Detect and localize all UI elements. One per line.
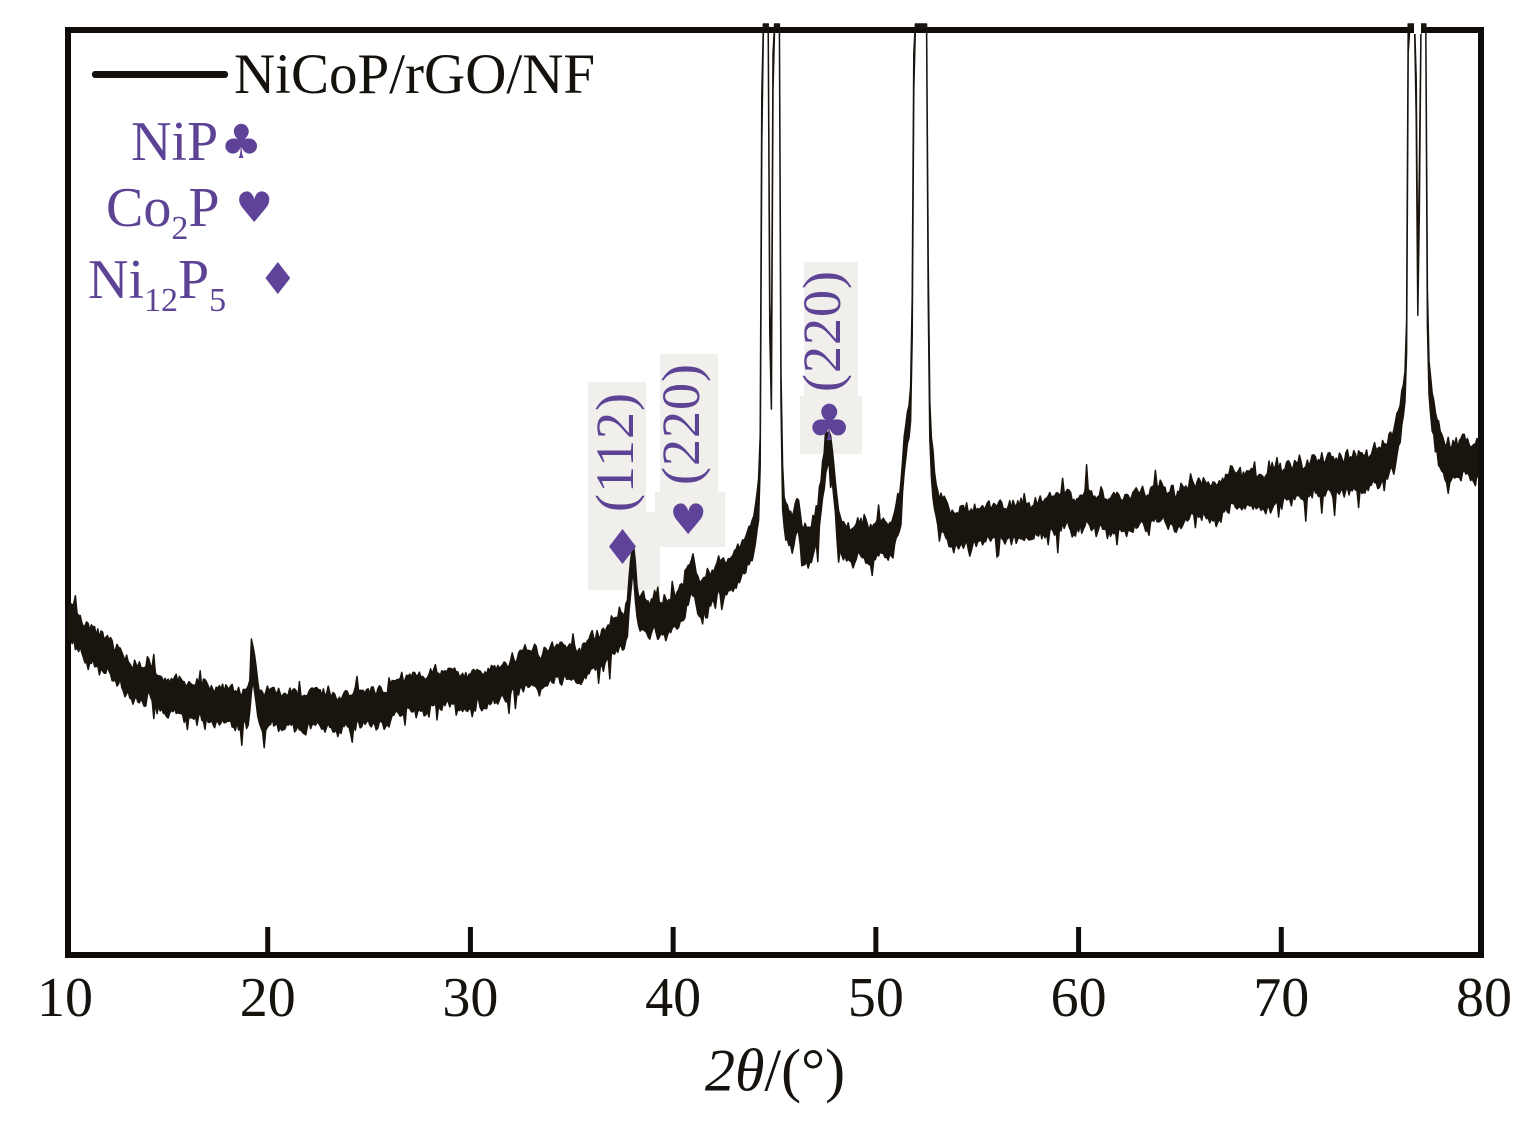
artifact-box bbox=[588, 512, 660, 590]
x-tick-label: 30 bbox=[442, 967, 499, 1029]
x-tick-label: 60 bbox=[1050, 967, 1107, 1029]
diamond-icon: ♦ bbox=[258, 254, 298, 305]
artifact-box bbox=[804, 262, 858, 402]
peak-hkl-label-nip: (220) bbox=[792, 270, 853, 392]
legend-phase-co2p: Co2P ♥ bbox=[106, 177, 274, 247]
club-icon: ♣ bbox=[806, 394, 852, 452]
x-tick-label: 70 bbox=[1253, 967, 1310, 1029]
artifact-box bbox=[588, 382, 646, 522]
phase-nip-label: NiP bbox=[131, 111, 219, 173]
artifact-box bbox=[660, 354, 718, 496]
x-tick-label: 50 bbox=[847, 967, 904, 1029]
legend-phase-ni12p5: Ni12P5 ♦ bbox=[88, 249, 298, 319]
legend-line-sample bbox=[92, 70, 228, 78]
x-tick-label: 20 bbox=[239, 967, 296, 1029]
heart-icon: ♥ bbox=[235, 183, 274, 232]
phase-co2p-label: Co2P bbox=[106, 177, 220, 247]
x-tick-label: 80 bbox=[1456, 967, 1512, 1029]
peak-hkl-label-ni12p5: (112) bbox=[585, 392, 646, 512]
legend-phase-nip: NiP ♣ bbox=[131, 112, 262, 172]
legend-series-label: NiCoP/rGO/NF bbox=[234, 42, 596, 106]
legend-series-row: NiCoP/rGO/NF bbox=[92, 44, 595, 104]
diamond-icon: ♦ bbox=[600, 520, 644, 576]
heart-icon: ♥ bbox=[669, 495, 708, 544]
x-axis-title: 2θ/(°) bbox=[705, 1037, 845, 1106]
peak-hkl-label-co2p: (220) bbox=[651, 363, 712, 485]
x-tick-label: 10 bbox=[37, 967, 93, 1029]
artifact-box bbox=[655, 492, 725, 547]
x-axis-title-symbol: 2θ bbox=[704, 1037, 765, 1104]
xrd-trace bbox=[68, 23, 1480, 749]
x-tick-label: 40 bbox=[645, 967, 702, 1029]
x-axis-title-units: /(°) bbox=[764, 1037, 846, 1104]
club-icon: ♣ bbox=[220, 114, 263, 170]
phase-ni12p5-label: Ni12P5 bbox=[88, 249, 227, 319]
border-notch-artifact bbox=[1414, 22, 1422, 34]
